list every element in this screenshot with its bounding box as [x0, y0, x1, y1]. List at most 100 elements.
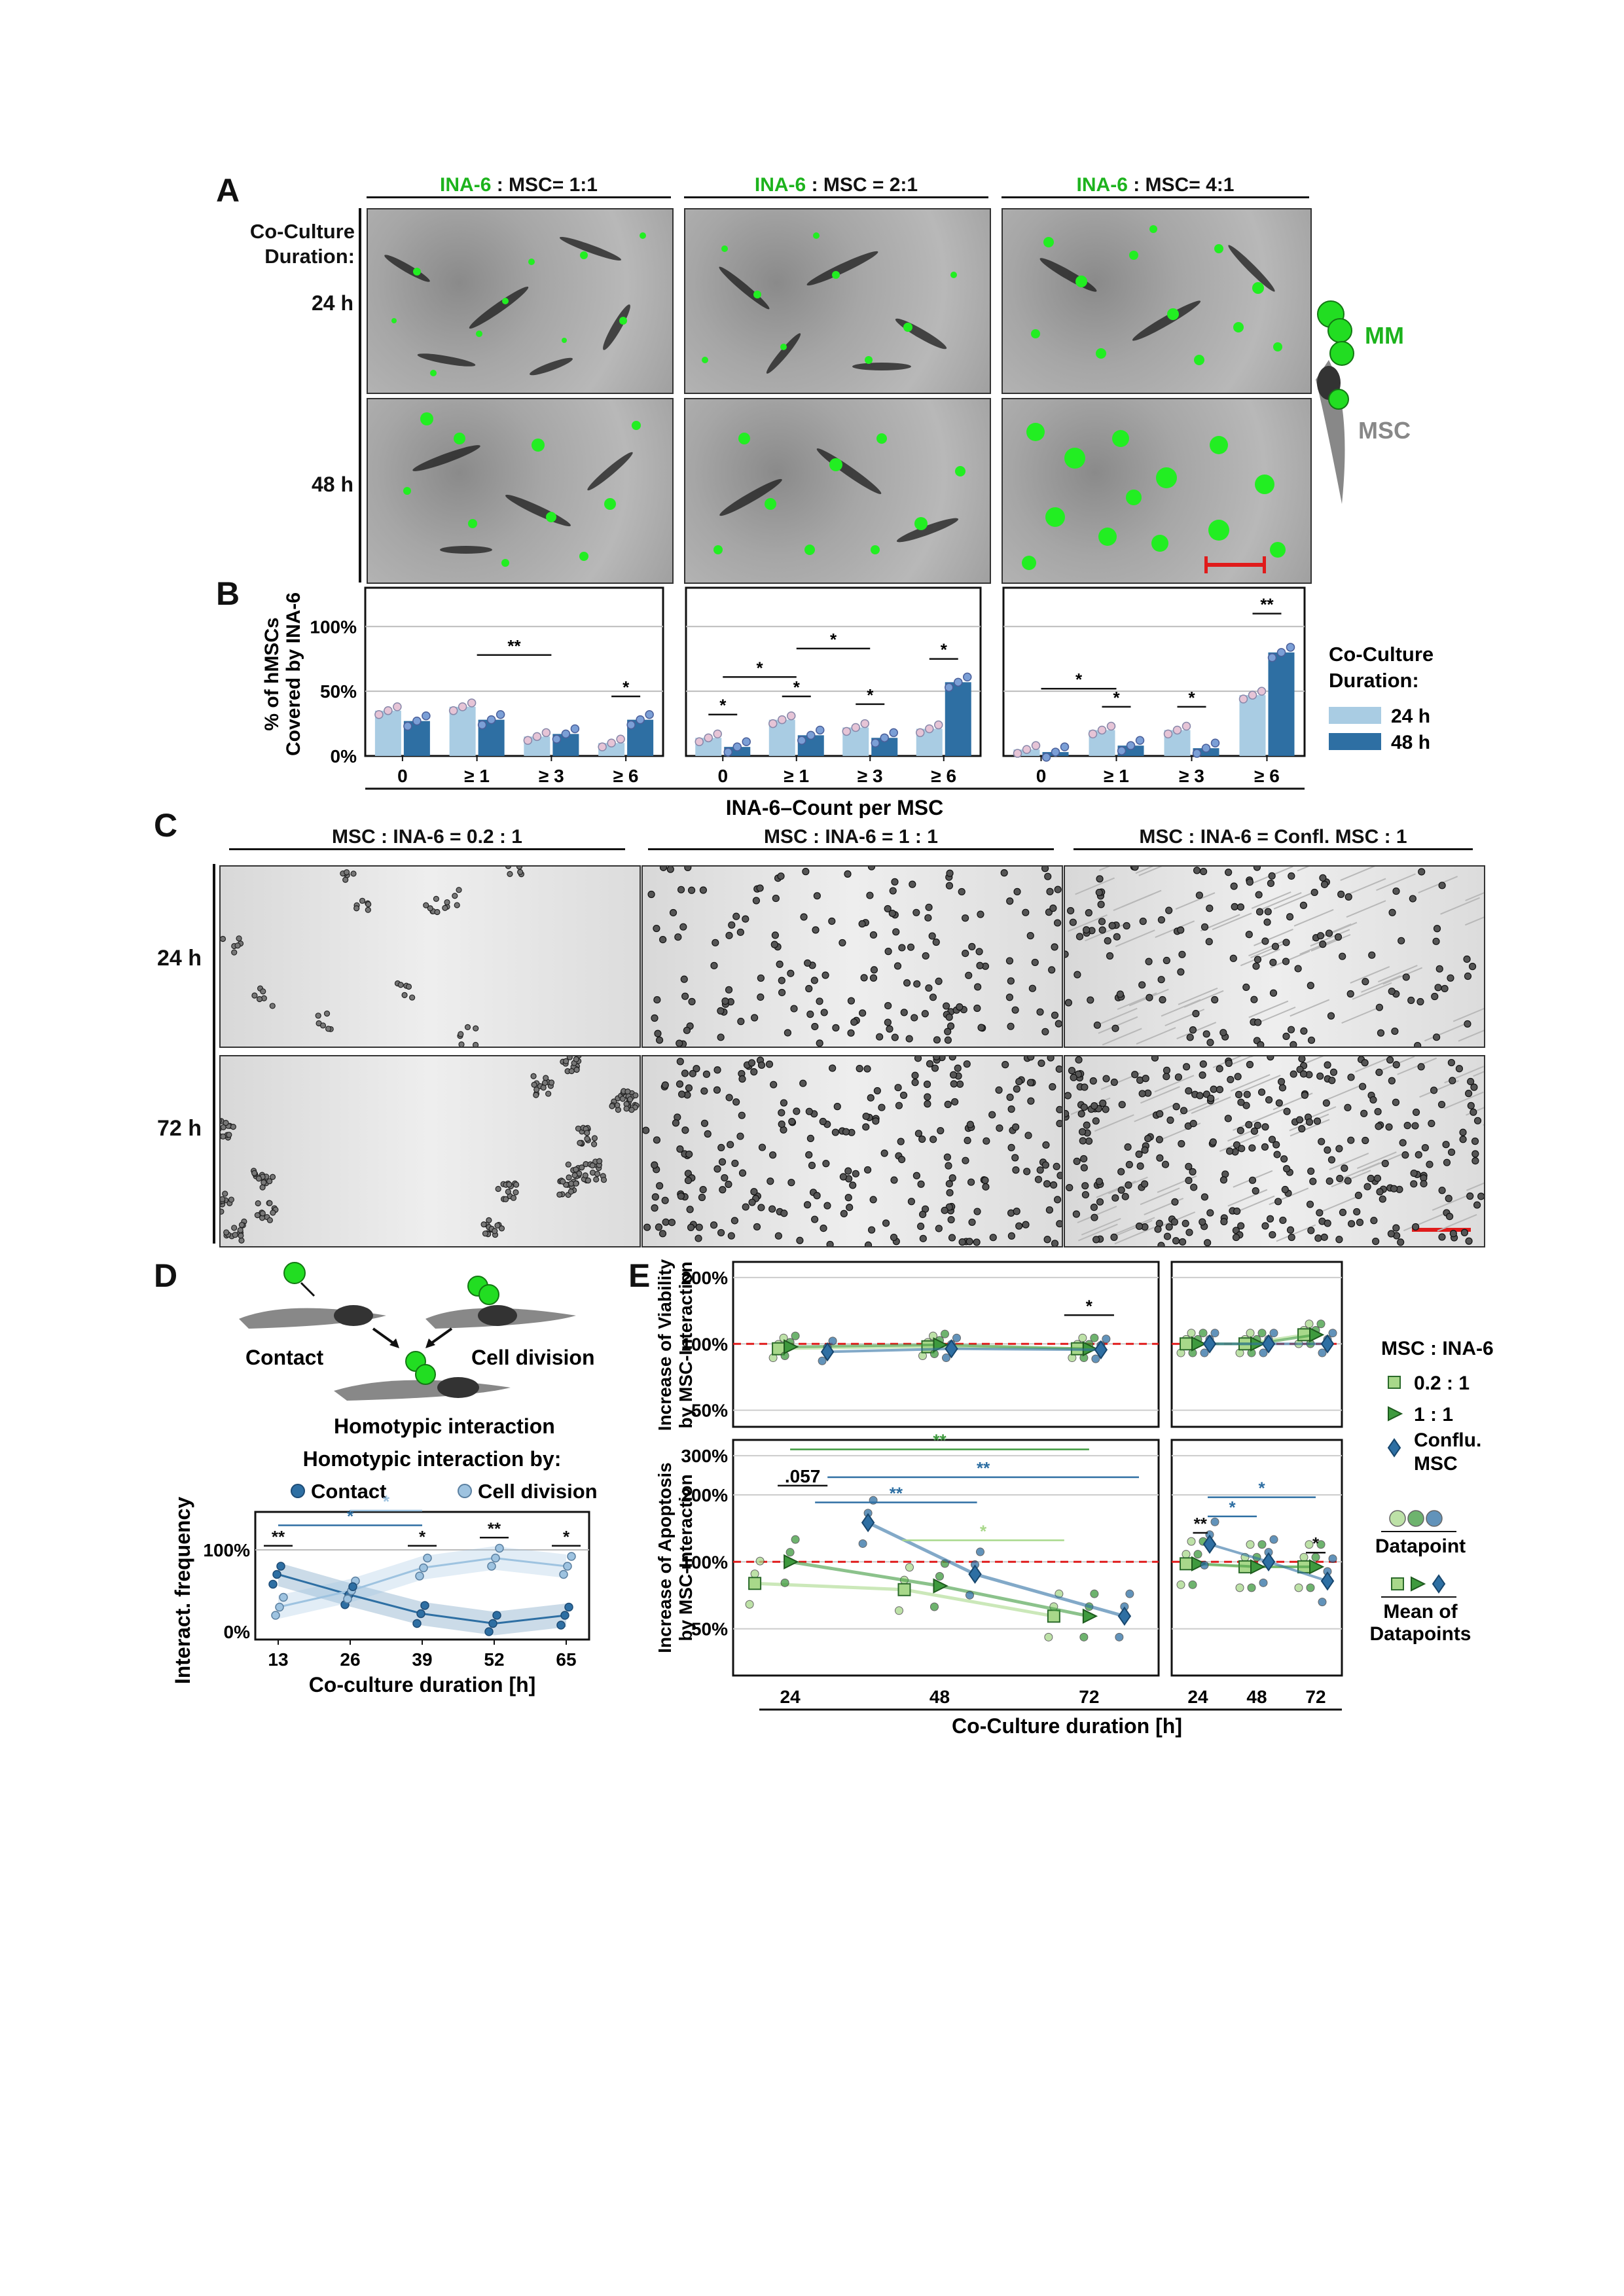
ina6-cell	[1165, 1223, 1173, 1231]
ina6-cell	[505, 1189, 511, 1195]
msc-fiber	[1424, 1024, 1464, 1042]
fluorescence-image-2-24h	[684, 208, 991, 394]
ina6-cell	[1210, 1085, 1218, 1093]
msc-fiber	[1293, 908, 1334, 927]
ina6-cell	[831, 1128, 839, 1136]
ina6-cell	[1339, 952, 1346, 960]
e-datapoint	[965, 1590, 974, 1600]
e-datapoint	[894, 1606, 903, 1615]
ina6-cell	[1432, 937, 1440, 945]
e-xtick: 72	[1079, 1687, 1099, 1707]
e-xtick: 48	[929, 1687, 950, 1707]
ina6-cell	[1254, 956, 1262, 963]
e-mean-marker	[1309, 1327, 1325, 1342]
msc-fiber	[1140, 1187, 1180, 1206]
e-datapoint	[745, 1600, 754, 1609]
ina6-cell	[655, 1223, 663, 1231]
ina6-cell	[924, 914, 932, 922]
ina6-cell	[1459, 1128, 1467, 1136]
ina6-cell	[676, 1080, 684, 1088]
ina6-cell	[1268, 1136, 1276, 1143]
ina6-cell	[1327, 1012, 1335, 1020]
e-legend-mean-marker	[1432, 1574, 1446, 1594]
ina6-cell	[1468, 963, 1477, 971]
ina6-cell	[1131, 1071, 1139, 1079]
ina6-cell	[1080, 1164, 1088, 1172]
ina6-cell	[926, 1060, 934, 1067]
ina6-cell	[1075, 933, 1084, 941]
b-datapoint	[412, 716, 422, 726]
b-xtick: ≥ 6	[613, 766, 639, 786]
ina6-cell	[1388, 1077, 1396, 1085]
ina6-cell	[503, 1196, 509, 1202]
e-ytick: 100%	[681, 1552, 728, 1572]
b-ytick: 50%	[320, 681, 357, 702]
b-xtick: 0	[1036, 766, 1047, 786]
ina6-cell	[943, 1002, 950, 1010]
e-datapoint	[1257, 1540, 1267, 1549]
ina6-cell	[725, 1094, 733, 1102]
b-datapoint	[607, 738, 616, 747]
ina6-cell	[444, 899, 450, 906]
b-sig-marker: *	[623, 677, 630, 697]
ina6-cell	[1346, 990, 1354, 998]
ina6-cell	[573, 1166, 579, 1173]
msc-fiber	[1310, 929, 1350, 947]
ina6-cell	[219, 935, 226, 942]
ina6-cell	[591, 1135, 598, 1141]
e-mean-marker	[1202, 1334, 1217, 1354]
ina6-cell	[954, 1064, 962, 1072]
ina6-cell	[1051, 1011, 1059, 1019]
ina6-cell	[770, 941, 778, 948]
e-datapoint	[1079, 1632, 1089, 1641]
msc-fiber	[1154, 1075, 1195, 1093]
ina6-cell	[860, 974, 868, 982]
ina6-cell	[822, 1160, 830, 1168]
ina6-cell	[1015, 1222, 1023, 1230]
ina6-cell	[1235, 1090, 1243, 1098]
ina6-cell	[774, 1232, 782, 1240]
ina6-cell	[350, 870, 357, 877]
ina6-cell	[756, 884, 764, 892]
ina6-cell	[717, 1033, 725, 1041]
ina6-cell	[917, 1180, 925, 1188]
mm-label: MM	[1365, 322, 1404, 349]
ina6-cell	[1434, 984, 1442, 992]
ina6-cell	[913, 980, 921, 988]
ina6-cell	[867, 863, 876, 870]
ina6-cell	[1053, 1162, 1060, 1170]
ina6-cell	[530, 1073, 537, 1079]
e-mean-line	[827, 1347, 1101, 1354]
msc-fiber	[1248, 939, 1288, 957]
ina6-cell	[975, 948, 983, 956]
b-datapoint	[636, 715, 645, 725]
e-datapoint	[818, 1356, 827, 1365]
e-datapoint	[791, 1331, 800, 1340]
ina6-cell	[507, 870, 513, 877]
msc-fiber	[1346, 900, 1386, 918]
ina6-cell	[796, 1236, 804, 1244]
ina6-cell	[704, 1130, 712, 1138]
e-annot-057: .057	[785, 1466, 821, 1486]
ina6-cell	[1471, 1157, 1479, 1165]
ina6-cell	[1319, 941, 1327, 948]
ina6-cell	[1227, 1075, 1235, 1084]
ina6-cell	[981, 1176, 989, 1184]
ina6-cell	[222, 1191, 228, 1197]
b-datapoint	[787, 711, 796, 721]
ina6-cell	[1111, 1194, 1119, 1202]
b-datapoint	[403, 721, 412, 731]
ina6-cell	[266, 1217, 274, 1223]
msc-fiber	[1340, 863, 1380, 881]
ina6-cell	[1252, 1187, 1259, 1195]
d-datapoint-contact	[416, 1609, 425, 1619]
ina6-cell	[359, 897, 366, 904]
ina6-cell	[925, 903, 933, 911]
ina6-cell	[674, 933, 682, 941]
ina6-cell	[1253, 863, 1261, 871]
b-sig-marker: *	[830, 630, 837, 649]
b-datapoint	[1031, 741, 1041, 750]
ina6-cell	[1026, 1079, 1034, 1086]
ina6-cell	[819, 1117, 827, 1126]
ina6-cell	[1045, 1206, 1053, 1214]
